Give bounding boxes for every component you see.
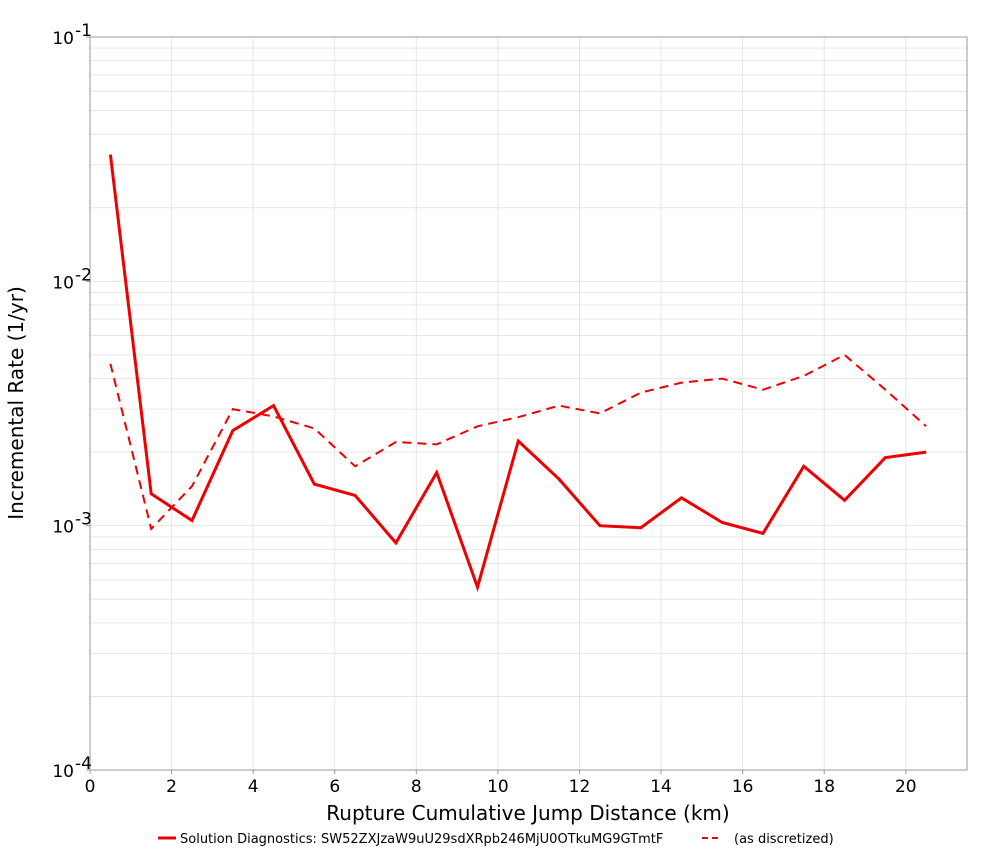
x-axis-ticks: 0 2 4 6 8 10 12 14 16 18 20	[85, 770, 917, 797]
x-tick-label-7: 14	[650, 777, 672, 797]
y-tick-exponent-0: -4	[75, 754, 92, 774]
series-line-1	[109, 353, 927, 531]
y-tick-label-0: 10	[52, 762, 74, 782]
series-line-0	[108, 154, 927, 593]
legend-label-solution: Solution Diagnostics: SW52ZXJzaW9uU29sdX…	[180, 832, 663, 847]
x-tick-label-3: 6	[329, 777, 340, 797]
y-axis-title: Incremental Rate (1/yr)	[4, 286, 28, 519]
y-tick-label-2: 10	[52, 273, 74, 293]
x-tick-label-9: 18	[813, 777, 835, 797]
x-tick-label-6: 12	[569, 777, 591, 797]
plot-area	[90, 37, 967, 770]
x-tick-label-0: 0	[85, 777, 96, 797]
y-axis-ticks: 10-410-310-210-1	[52, 21, 92, 782]
series-layer	[108, 154, 927, 593]
x-tick-label-5: 10	[487, 777, 509, 797]
y-tick-exponent-3: -1	[75, 21, 92, 41]
x-axis-title: Rupture Cumulative Jump Distance (km)	[326, 801, 729, 825]
y-tick-exponent-2: -2	[75, 265, 92, 285]
plot-border	[89, 36, 968, 771]
legend: Solution Diagnostics: SW52ZXJzaW9uU29sdX…	[158, 832, 834, 847]
legend-label-discretized: (as discretized)	[734, 832, 834, 847]
y-tick-label-1: 10	[52, 518, 74, 538]
x-tick-label-1: 2	[166, 777, 177, 797]
x-tick-label-2: 4	[248, 777, 259, 797]
y-tick-label-3: 10	[52, 29, 74, 49]
x-tick-label-10: 20	[895, 777, 917, 797]
y-tick-exponent-1: -3	[75, 510, 92, 530]
x-tick-label-8: 16	[732, 777, 754, 797]
x-tick-label-4: 8	[411, 777, 422, 797]
